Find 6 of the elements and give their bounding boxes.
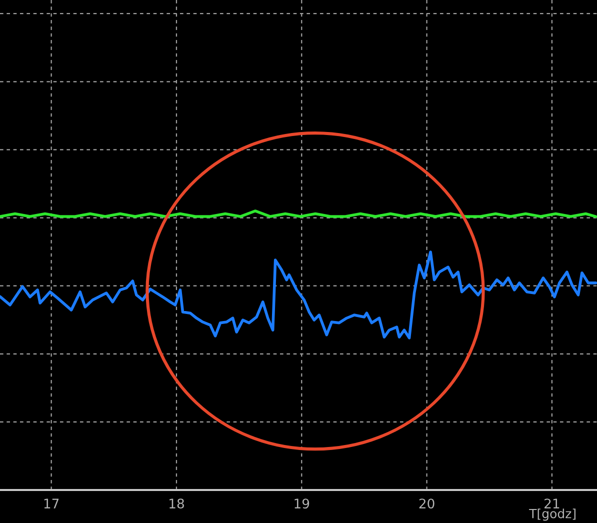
x-tick-label: 20 [419,498,434,509]
x-tick-label: 18 [170,498,184,509]
x-tick-label: 17 [44,498,59,508]
x-tick-label: 19 [294,498,310,509]
x-axis-title: T[godz] [529,508,576,521]
x-tick-label: 21 [544,498,560,508]
